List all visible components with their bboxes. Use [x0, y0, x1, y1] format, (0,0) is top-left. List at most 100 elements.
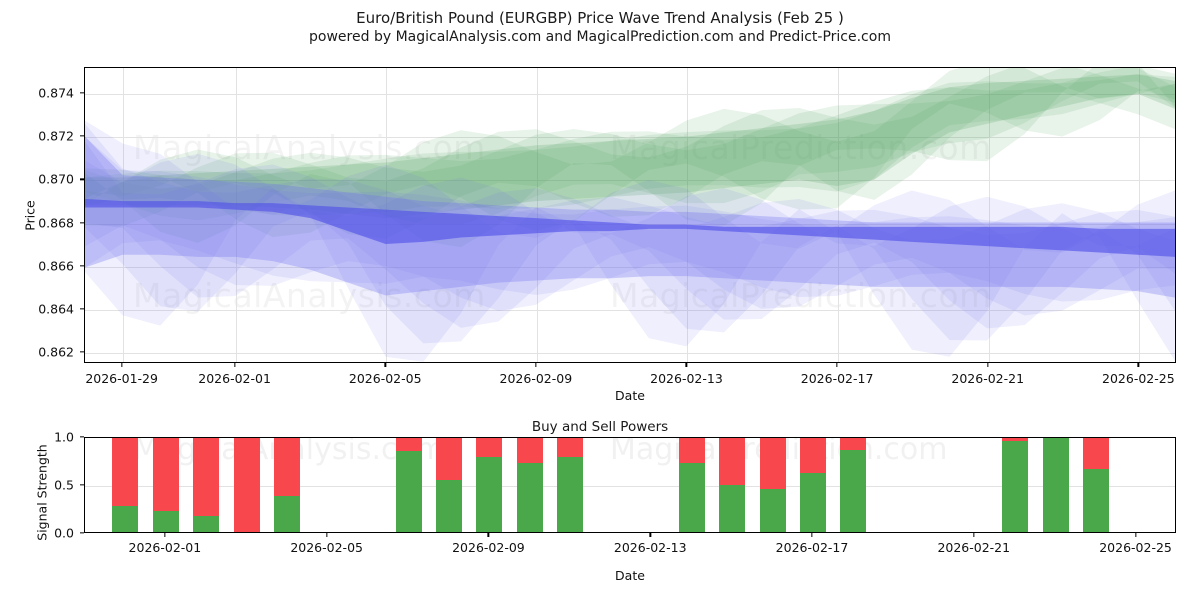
gridline-horizontal — [85, 93, 1175, 95]
green-wave-layer — [85, 74, 1175, 216]
buy-power-segment — [759, 488, 786, 532]
sell-power-segment — [1083, 438, 1110, 469]
y-tick-label: 0.864 — [38, 301, 74, 317]
buy-power-segment — [436, 480, 462, 532]
gridline-vertical — [235, 68, 237, 362]
buy-sell-bar[interactable] — [476, 438, 503, 532]
buy-sell-bar[interactable] — [1002, 438, 1029, 532]
blue-band-outer — [85, 136, 1175, 298]
green-band-outer — [85, 74, 1175, 219]
green-wave-layer — [85, 68, 1175, 240]
buy-sell-bar[interactable] — [395, 438, 422, 532]
x-tick-mark — [649, 533, 651, 537]
sell-power-segment — [759, 438, 786, 489]
y-tick-mark — [80, 436, 84, 438]
buy-sell-bar[interactable] — [436, 438, 462, 532]
x-tick-label: 2026-02-09 — [452, 540, 525, 555]
x-tick-label: 2026-02-25 — [1102, 371, 1175, 386]
sell-power-segment — [233, 438, 260, 532]
green-wave-layer — [85, 68, 1175, 238]
y-tick-mark — [80, 484, 84, 486]
buy-power-segment — [719, 484, 746, 532]
buy-power-segment — [193, 515, 220, 532]
buy-sell-x-axis-label: Date — [615, 568, 645, 583]
x-tick-label: 2026-02-05 — [348, 371, 422, 386]
buy-sell-bar[interactable] — [759, 438, 786, 532]
x-tick-label: 2026-02-13 — [650, 371, 723, 386]
x-tick-mark — [1134, 533, 1137, 537]
sell-power-segment — [112, 438, 139, 507]
buy-sell-bar[interactable] — [678, 438, 705, 532]
buy-sell-bar[interactable] — [1083, 438, 1110, 532]
title-block: Euro/British Pound (EURGBP) Price Wave T… — [0, 8, 1200, 47]
y-tick-label: 0.870 — [38, 171, 74, 187]
buy-power-segment — [395, 451, 422, 532]
green-wave-layer — [85, 68, 1175, 248]
y-tick-label: 0.5 — [54, 477, 74, 493]
y-tick-label: 1.0 — [54, 429, 74, 445]
x-tick-mark — [384, 363, 386, 367]
buy-power-segment — [516, 462, 543, 532]
buy-sell-chart-axes: MagicalAnalysis.com MagicalPrediction.co… — [84, 437, 1176, 533]
x-tick-mark — [487, 533, 490, 537]
y-tick-label: 0.0 — [54, 525, 74, 541]
buy-sell-bar[interactable] — [152, 438, 179, 532]
gridline-horizontal — [85, 180, 1175, 182]
sell-power-segment — [516, 438, 543, 463]
x-tick-mark — [987, 363, 989, 367]
sell-power-segment — [800, 438, 826, 474]
x-tick-mark — [973, 533, 975, 537]
buy-power-segment — [1002, 440, 1029, 532]
sell-power-segment — [557, 438, 584, 458]
y-tick-label: 0.874 — [38, 85, 74, 101]
green-wave-layer — [85, 68, 1175, 225]
x-tick-mark — [836, 363, 838, 367]
buy-power-segment — [557, 457, 584, 532]
y-tick-label: 0.868 — [38, 215, 74, 231]
buy-power-segment — [800, 473, 826, 532]
x-tick-label: 2026-02-01 — [198, 371, 271, 386]
buy-sell-bar[interactable] — [112, 438, 139, 532]
x-tick-label: 2026-02-25 — [1099, 540, 1172, 555]
buy-sell-bar[interactable] — [193, 438, 220, 532]
buy-sell-bar[interactable] — [840, 438, 867, 532]
x-tick-mark — [164, 533, 166, 537]
sell-power-segment — [840, 438, 867, 451]
x-tick-mark — [233, 363, 236, 367]
x-tick-label: 2026-02-17 — [775, 540, 849, 555]
buy-sell-bar[interactable] — [719, 438, 746, 532]
x-tick-mark — [1137, 363, 1139, 367]
buy-sell-bar[interactable] — [233, 438, 260, 532]
x-tick-label: 2026-02-05 — [290, 540, 363, 555]
gridline-horizontal — [85, 137, 1175, 139]
y-tick-mark — [80, 265, 84, 267]
gridline-vertical — [838, 68, 840, 362]
y-tick-mark — [80, 92, 84, 94]
y-tick-mark — [80, 532, 84, 534]
buy-sell-bar[interactable] — [800, 438, 826, 532]
buy-sell-bar[interactable] — [557, 438, 584, 532]
sell-power-segment — [476, 438, 503, 458]
x-tick-mark — [326, 533, 328, 537]
y-tick-mark — [80, 135, 84, 137]
buy-power-segment — [152, 510, 179, 532]
buy-sell-bar[interactable] — [1042, 438, 1069, 532]
blue-wave-layer — [85, 120, 1175, 362]
buy-power-segment — [1083, 468, 1110, 532]
x-tick-mark — [811, 533, 813, 537]
buy-sell-bar[interactable] — [516, 438, 543, 532]
y-tick-mark — [80, 221, 84, 224]
y-tick-label: 0.866 — [38, 258, 74, 274]
x-tick-mark — [535, 363, 537, 367]
sell-power-segment — [678, 438, 705, 463]
blue-wave-layer — [85, 141, 1175, 329]
buy-sell-chart-title: Buy and Sell Powers — [531, 419, 669, 435]
blue-wave-layer — [85, 153, 1175, 344]
buy-power-segment — [840, 450, 867, 532]
gridline-horizontal — [85, 309, 1175, 311]
gridline-vertical — [536, 68, 538, 362]
sell-power-segment — [152, 438, 179, 511]
gridline-horizontal — [85, 266, 1175, 268]
buy-sell-bar[interactable] — [274, 438, 301, 532]
